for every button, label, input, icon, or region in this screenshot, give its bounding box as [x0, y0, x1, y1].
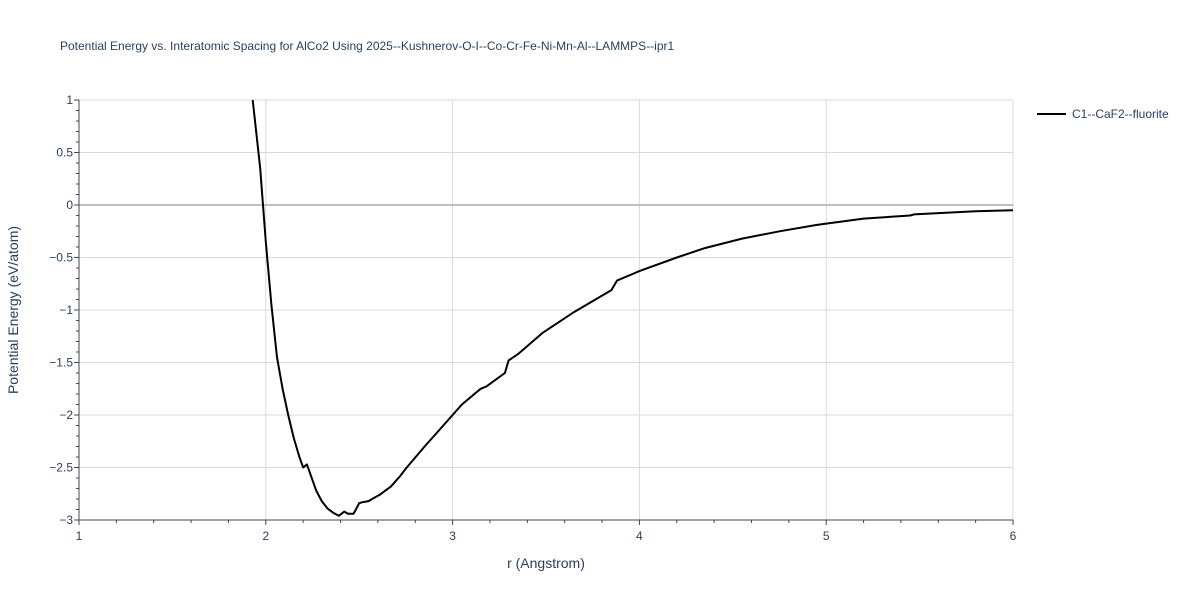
- y-tick-label: −2.5: [49, 461, 73, 475]
- x-tick-label: 3: [449, 529, 456, 543]
- x-tick-label: 5: [823, 529, 830, 543]
- x-tick-label: 4: [636, 529, 643, 543]
- legend[interactable]: C1--CaF2--fluorite: [1037, 107, 1169, 121]
- grid-layer: [79, 99, 1014, 520]
- y-tick-label: −0.5: [49, 251, 73, 265]
- y-tick-labels: 1 0.5 0 −0.5 −1 −1.5 −2 −2.5 −3: [49, 93, 73, 527]
- y-tick-label: −2: [59, 408, 73, 422]
- chart-title: Potential Energy vs. Interatomic Spacing…: [60, 39, 675, 53]
- series-line: [251, 99, 1014, 517]
- x-tick-label: 1: [76, 529, 83, 543]
- y-tick-label: 0.5: [56, 146, 73, 160]
- y-tick-label: −3: [59, 513, 73, 527]
- y-axis-title: Potential Energy (eV/atom): [5, 226, 21, 394]
- y-tick-label: −1: [59, 303, 73, 317]
- y-tick-label: 1: [66, 93, 73, 107]
- y-tick-label: 0: [66, 198, 73, 212]
- legend-label: C1--CaF2--fluorite: [1072, 107, 1169, 121]
- x-axis-title: r (Angstrom): [507, 555, 585, 571]
- y-minor-ticks: [74, 99, 79, 521]
- y-tick-label: −1.5: [49, 356, 73, 370]
- x-minor-ticks: [78, 520, 1014, 525]
- x-tick-labels: 1 2 3 4 5 6: [76, 529, 1017, 543]
- x-tick-label: 6: [1010, 529, 1017, 543]
- x-tick-label: 2: [262, 529, 269, 543]
